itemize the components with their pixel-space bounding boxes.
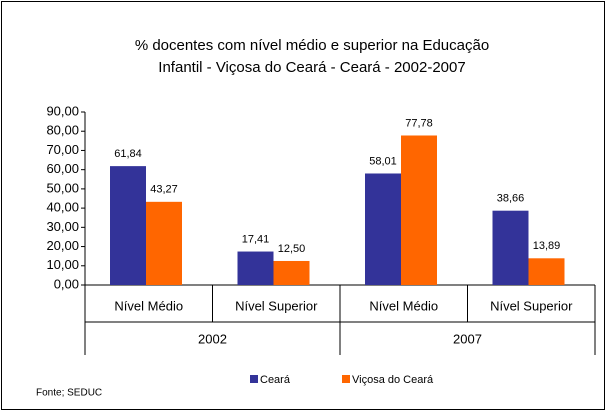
y-tick-label: 50,00 bbox=[46, 180, 79, 195]
frame bbox=[1, 1, 605, 410]
y-tick-label: 80,00 bbox=[46, 123, 79, 138]
value-label: 77,78 bbox=[405, 117, 433, 129]
x-tick-label: Nível Superior bbox=[490, 298, 573, 313]
x-tick-label: Nível Médio bbox=[369, 298, 438, 313]
x-tick-label: Nível Médio bbox=[114, 298, 183, 313]
value-label: 38,66 bbox=[497, 193, 525, 205]
bar bbox=[365, 173, 401, 285]
y-tick-label: 90,00 bbox=[46, 103, 79, 118]
bar bbox=[110, 166, 146, 285]
chart-title: % docentes com nível médio e superior na… bbox=[135, 37, 489, 54]
y-tick-label: 70,00 bbox=[46, 142, 79, 157]
value-label: 13,89 bbox=[533, 240, 561, 252]
bar bbox=[401, 135, 437, 285]
y-tick-label: 60,00 bbox=[46, 161, 79, 176]
value-label: 17,41 bbox=[242, 233, 270, 245]
bar bbox=[273, 260, 310, 285]
value-label: 12,50 bbox=[278, 243, 306, 255]
group-label: 2007 bbox=[453, 331, 482, 346]
legend-label: Ceará bbox=[260, 374, 291, 386]
bar bbox=[492, 210, 529, 285]
y-tick-label: 30,00 bbox=[46, 219, 79, 234]
value-label: 61,84 bbox=[114, 148, 142, 160]
source: Fonte; SEDUC bbox=[36, 388, 102, 399]
y-tick-label: 40,00 bbox=[46, 200, 79, 215]
y-tick-label: 20,00 bbox=[46, 238, 79, 253]
bar bbox=[528, 258, 565, 285]
legend-label: Viçosa do Ceará bbox=[352, 374, 434, 386]
value-label: 58,01 bbox=[369, 155, 397, 167]
legend-swatch bbox=[250, 375, 258, 383]
chart-title: Infantil - Viçosa do Ceará - Ceará - 200… bbox=[158, 59, 465, 76]
legend-swatch bbox=[342, 375, 350, 383]
group-label: 2002 bbox=[198, 331, 227, 346]
bar bbox=[146, 201, 182, 285]
y-tick-label: 10,00 bbox=[46, 257, 79, 272]
value-label: 43,27 bbox=[150, 184, 178, 196]
y-tick-label: 0,00 bbox=[54, 276, 79, 291]
x-tick-label: Nível Superior bbox=[235, 298, 318, 313]
bar bbox=[237, 251, 274, 285]
